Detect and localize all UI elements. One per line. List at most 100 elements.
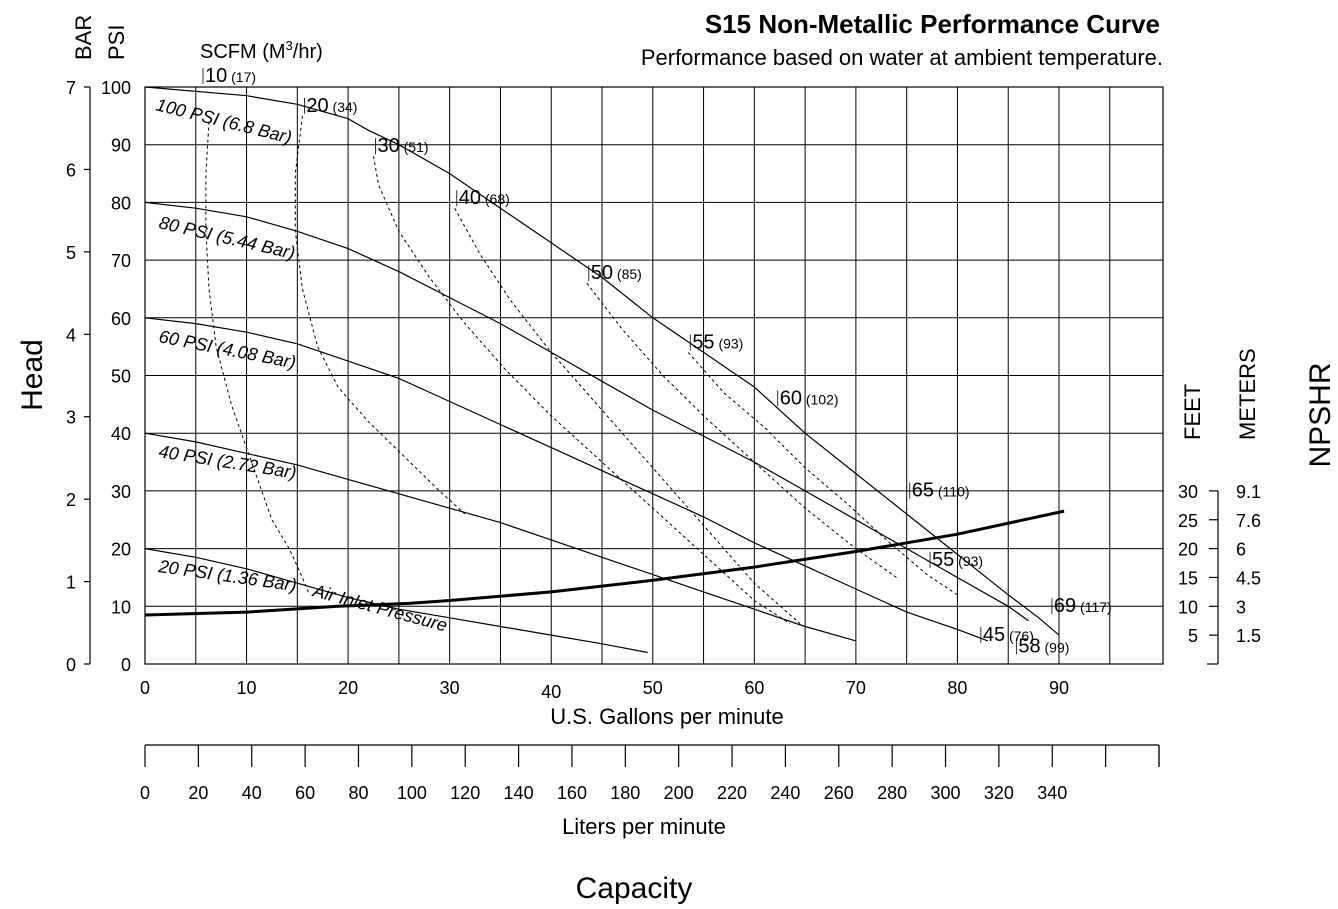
pressure-curve	[144, 317, 989, 642]
psi-tick-label: 30	[111, 482, 131, 502]
meter-tick-label: 4.5	[1236, 568, 1261, 588]
meter-tick-label: 1.5	[1236, 626, 1261, 646]
scfm-tag-label: 60 (102)	[780, 387, 839, 409]
meter-tick-label: 6	[1236, 540, 1246, 560]
liters-tick-label: 100	[397, 783, 427, 803]
pressure-curve-label: 80 PSI (5.44 Bar)	[157, 212, 297, 263]
liters-tick-label: 140	[504, 783, 534, 803]
chart-title: S15 Non-Metallic Performance Curve	[705, 9, 1160, 39]
meters-axis-label: METERS	[1235, 348, 1260, 440]
scfm-curve	[586, 282, 897, 578]
capacity-label: Capacity	[576, 872, 693, 905]
gpm-tick-label: 80	[947, 678, 967, 698]
pressure-curves	[144, 86, 1060, 654]
psi-axis-label: PSI	[104, 25, 129, 60]
liters-tick-label: 120	[450, 783, 480, 803]
meter-tick-label: 7.6	[1236, 511, 1261, 531]
liters-tick-label: 280	[877, 783, 907, 803]
psi-tick-label: 0	[121, 655, 131, 675]
pressure-curve	[144, 432, 857, 642]
scfm-curve	[205, 121, 310, 595]
grid	[144, 86, 1164, 665]
psi-tick-label: 10	[111, 597, 131, 617]
scfm-tag-label: 55 (93)	[932, 549, 983, 571]
feet-axis-label: FEET	[1180, 384, 1205, 440]
psi-tick-label: 20	[111, 540, 131, 560]
pressure-curve	[144, 86, 1060, 636]
pressure-curve-label: 60 PSI (4.08 Bar)	[157, 326, 297, 372]
pressure-curve-label: 40 PSI (2.72 Bar)	[157, 441, 297, 483]
feet-tick-label: 20	[1178, 540, 1198, 560]
npshr-curve-group	[144, 509, 1065, 617]
bar-axis-label: BAR	[71, 15, 96, 60]
liters-tick-label: 80	[348, 783, 368, 803]
scfm-curve	[687, 352, 958, 596]
liters-tick-label: 60	[295, 783, 315, 803]
air-consumption-curves	[205, 115, 958, 625]
gpm-tick-label: 20	[338, 678, 358, 698]
pressure-curve	[144, 201, 1029, 622]
liters-tick-label: 180	[610, 783, 640, 803]
gpm-tick-label: 10	[237, 678, 257, 698]
gpm-tick-label: 50	[643, 678, 663, 698]
bar-tick-label: 5	[66, 243, 76, 263]
psi-tick-label: 70	[111, 251, 131, 271]
liters-tick-label: 0	[140, 783, 150, 803]
feet-tick-label: 30	[1178, 482, 1198, 502]
feet-tick-label: 15	[1178, 568, 1198, 588]
x-axis-label: U.S. Gallons per minute	[550, 704, 784, 729]
scfm-curve-label: 50 (85)	[591, 262, 642, 284]
bar-tick-label: 3	[66, 408, 76, 428]
npshr-axis-label: NPSHR	[1304, 362, 1337, 467]
liters-tick-label: 240	[770, 783, 800, 803]
bar-tick-label: 4	[66, 325, 76, 345]
bar-tick-label: 6	[66, 160, 76, 180]
head-axis-label: Head	[16, 339, 49, 411]
liters-tick-label: 20	[188, 783, 208, 803]
psi-tick-label: 40	[111, 424, 131, 444]
bar-tick-label: 7	[66, 78, 76, 98]
gpm-tick-label: 70	[846, 678, 866, 698]
scfm-label: SCFM (M3/hr)	[200, 38, 323, 63]
scfm-tag-label: 58 (99)	[1018, 635, 1069, 657]
liters-tick-label: 260	[824, 783, 854, 803]
npshr-curve	[144, 509, 1065, 617]
feet-tick-label: 25	[1178, 511, 1198, 531]
psi-tick-label: 50	[111, 367, 131, 387]
liters-tick-label: 300	[931, 783, 961, 803]
liters-tick-label: 160	[557, 783, 587, 803]
liters-tick-label: 40	[242, 783, 262, 803]
gpm-tick-label: 90	[1049, 678, 1069, 698]
scfm-curve	[294, 115, 466, 515]
psi-tick-label: 90	[111, 136, 131, 156]
liters-tick-label: 200	[664, 783, 694, 803]
liters-axis-label: Liters per minute	[562, 814, 726, 839]
pressure-curve	[144, 548, 648, 654]
scfm-curve-label: 10 (17)	[205, 65, 256, 87]
scfm-tag-label: 65 (110)	[912, 480, 970, 502]
scfm-curve-label: 30 (51)	[378, 135, 429, 157]
scfm-tag-label: 45 (76)	[983, 624, 1034, 646]
meter-tick-label: 3	[1236, 597, 1246, 617]
psi-tick-label: 100	[101, 78, 131, 98]
bar-tick-label: 1	[66, 573, 76, 593]
psi-tick-label: 80	[111, 193, 131, 213]
pressure-curve-label: 100 PSI (6.8 Bar)	[154, 94, 294, 147]
liters-tick-label: 340	[1037, 783, 1067, 803]
chart-subtitle: Performance based on water at ambient te…	[641, 45, 1163, 70]
bar-tick-label: 2	[66, 490, 76, 510]
gpm-tick-label: 60	[744, 678, 764, 698]
liters-tick-label: 320	[984, 783, 1014, 803]
scfm-curve-label: 20 (34)	[306, 95, 357, 117]
liters-tick-label: 220	[717, 783, 747, 803]
scfm-curve-label: 40 (68)	[459, 187, 510, 209]
scfm-curve-label: 55 (93)	[692, 331, 743, 353]
bar-tick-label: 0	[66, 655, 76, 675]
scfm-curve	[373, 156, 791, 625]
gpm-tick-label: 40	[541, 682, 561, 702]
gpm-tick-label: 0	[140, 678, 150, 698]
gpm-tick-label: 30	[440, 678, 460, 698]
pressure-curve-label: 20 PSI (1.36 Bar)	[156, 556, 297, 595]
